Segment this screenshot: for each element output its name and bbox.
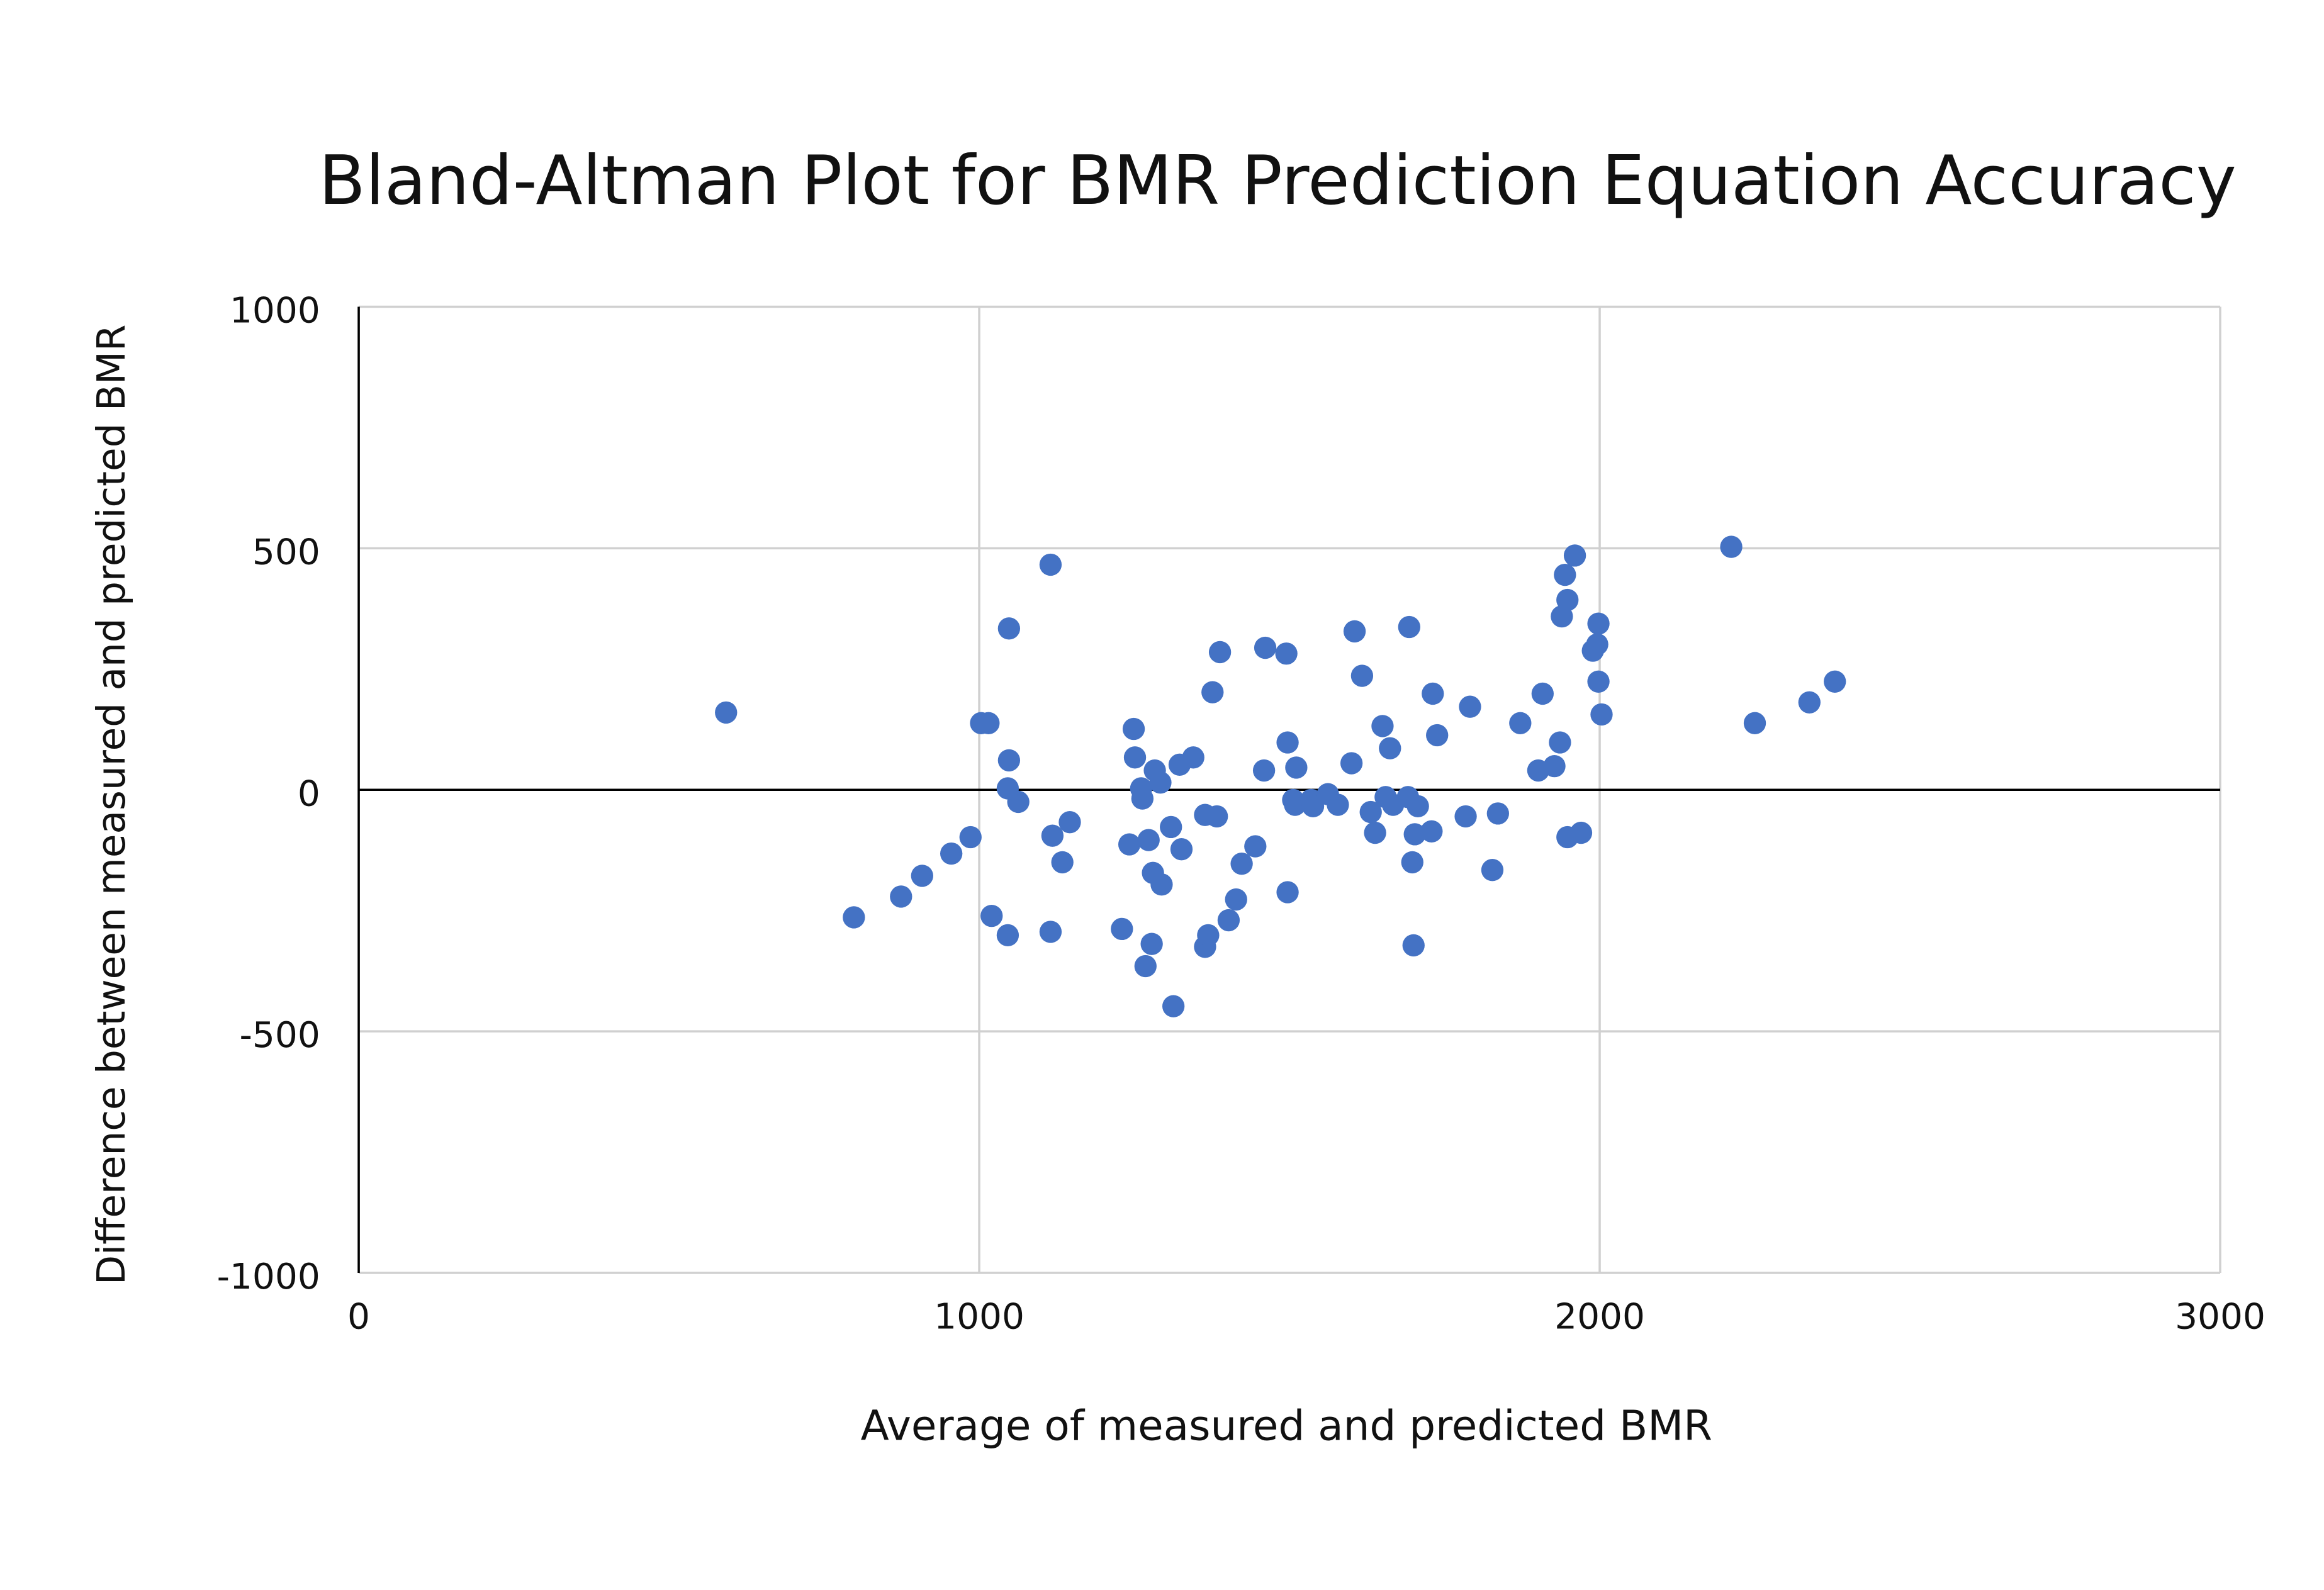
point [1364, 821, 1386, 844]
point [1481, 859, 1504, 882]
point [1007, 790, 1030, 814]
point [959, 826, 982, 849]
point [1543, 754, 1566, 778]
point [1379, 737, 1401, 759]
point [1426, 724, 1449, 747]
point [1118, 833, 1141, 856]
point [1162, 995, 1185, 1017]
point [1182, 746, 1204, 769]
point [1343, 620, 1366, 643]
point [1201, 681, 1224, 703]
point [1398, 615, 1420, 639]
point [1208, 641, 1232, 664]
point [1225, 888, 1247, 911]
point [1137, 829, 1160, 851]
point [1340, 752, 1363, 775]
point [997, 617, 1021, 640]
point [1140, 932, 1163, 955]
point [1556, 588, 1579, 612]
point [1531, 682, 1554, 705]
y-tick-label: -1000 [217, 1257, 320, 1297]
point [1285, 756, 1308, 779]
point [980, 904, 1003, 927]
point [1420, 820, 1443, 843]
point [1359, 800, 1382, 824]
point [1401, 851, 1423, 874]
point [715, 701, 738, 724]
point [1051, 851, 1074, 874]
point [1350, 664, 1374, 687]
point [1402, 934, 1425, 957]
point [1122, 717, 1145, 741]
y-tick-label: 500 [252, 532, 320, 573]
point [1111, 917, 1133, 941]
point [1276, 881, 1299, 904]
point [1586, 633, 1608, 656]
point [1275, 642, 1298, 665]
point [1170, 838, 1193, 861]
point [1206, 805, 1228, 828]
point [890, 885, 912, 908]
point [1549, 731, 1571, 754]
point [1244, 835, 1267, 858]
point [1149, 771, 1172, 794]
point [1563, 544, 1586, 567]
point [1327, 793, 1349, 816]
point [1798, 691, 1821, 714]
point [1720, 535, 1743, 558]
point [1039, 553, 1062, 576]
point [1454, 805, 1477, 828]
point [1459, 695, 1481, 718]
point [1134, 955, 1157, 978]
point [977, 712, 1000, 734]
point [1743, 712, 1766, 734]
point [1569, 821, 1593, 844]
point [1150, 873, 1173, 896]
point [911, 865, 933, 887]
point [1131, 787, 1154, 810]
chart-title: Bland-Altman Plot for BMR Prediction Equ… [318, 140, 2236, 220]
point [1486, 802, 1509, 825]
point [1406, 795, 1429, 818]
point [1590, 703, 1613, 726]
point [1123, 746, 1147, 769]
point [996, 924, 1019, 947]
y-axis-label: Difference between measured and predicte… [89, 325, 134, 1285]
point [1301, 795, 1325, 818]
point [1371, 715, 1394, 737]
y-tick-label: 0 [298, 773, 320, 814]
x-tick-label: 0 [347, 1297, 370, 1338]
y-tick-label: 1000 [230, 291, 320, 332]
point [1554, 563, 1576, 586]
point [1587, 612, 1610, 635]
x-tick-label: 1000 [934, 1297, 1024, 1338]
x-tick-label: 2000 [1554, 1297, 1645, 1338]
point [1254, 636, 1277, 659]
point [843, 906, 865, 929]
point [1058, 811, 1081, 834]
point [1160, 815, 1182, 839]
point [1252, 759, 1276, 782]
point [1039, 921, 1062, 943]
point [1217, 909, 1240, 932]
x-tick-label: 3000 [2175, 1297, 2265, 1338]
x-axis-label: Average of measured and predicted BMR [861, 1401, 1712, 1450]
point [1422, 682, 1444, 705]
point [997, 749, 1021, 772]
point [1276, 731, 1299, 754]
point [1041, 824, 1064, 847]
y-tick-label: -500 [240, 1015, 320, 1056]
point [1587, 670, 1610, 693]
point [1824, 670, 1846, 693]
point [1403, 823, 1426, 846]
point [1197, 924, 1220, 947]
point [1230, 853, 1253, 875]
point [940, 842, 963, 865]
point [1509, 712, 1532, 734]
